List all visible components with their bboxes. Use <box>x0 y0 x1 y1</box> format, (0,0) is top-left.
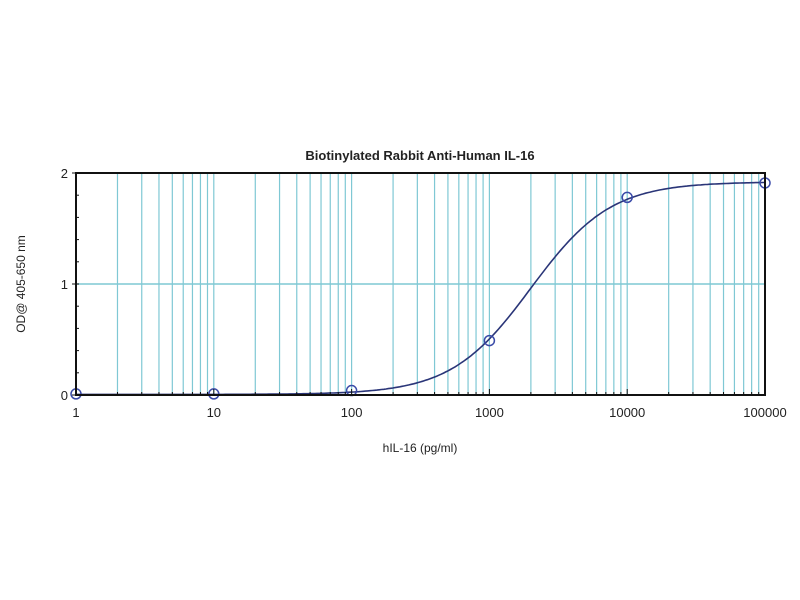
y-axis-label: OD@ 405-650 nm <box>14 235 28 333</box>
y-tick-label: 2 <box>61 166 68 181</box>
data-points <box>70 177 771 400</box>
fit-curve <box>76 181 765 396</box>
grid-lines <box>76 173 765 395</box>
data-point <box>208 388 220 400</box>
x-tick-label: 1000 <box>475 405 504 420</box>
x-tick-label: 100000 <box>743 405 786 420</box>
y-tick-label: 0 <box>61 388 68 403</box>
chart-title: Biotinylated Rabbit Anti-Human IL-16 <box>305 148 534 163</box>
data-point <box>483 334 496 347</box>
y-tick-label: 1 <box>61 277 68 292</box>
x-tick-label: 10000 <box>609 405 645 420</box>
x-tick-label: 1 <box>72 405 79 420</box>
x-axis-label: hIL-16 (pg/ml) <box>383 441 458 455</box>
data-point <box>621 191 633 204</box>
x-tick-label: 10 <box>207 405 221 420</box>
x-tick-label: 100 <box>341 405 363 420</box>
